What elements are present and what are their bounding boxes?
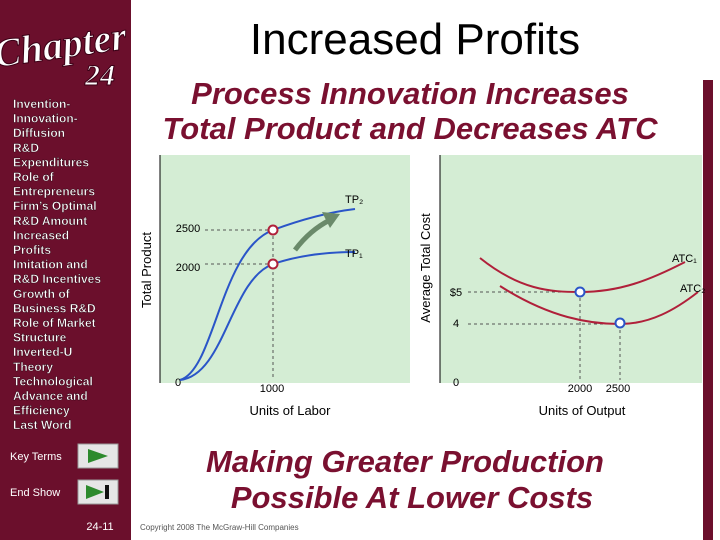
menu-item[interactable]: Firm’s Optimal — [13, 199, 97, 213]
plot-area — [440, 155, 702, 383]
menu-item[interactable]: Advance and — [13, 389, 88, 403]
menu-item[interactable]: R&D — [13, 141, 40, 155]
x-tick-label: 2500 — [606, 383, 630, 395]
menu-item[interactable]: Growth of — [13, 287, 71, 301]
y-axis-label: Average Total Cost — [418, 213, 433, 323]
curve-label: TP₂ — [345, 194, 363, 206]
page-number: 24-11 — [86, 521, 113, 533]
menu-item[interactable]: Entrepreneurs — [13, 184, 96, 199]
menu-item[interactable]: Diffusion — [13, 126, 65, 140]
title: Increased Profits — [250, 15, 580, 64]
y-tick-label: 0 — [175, 377, 181, 389]
x-tick-label: 2000 — [568, 383, 592, 395]
curve-label: ATC₂ — [680, 283, 705, 295]
menu-item[interactable]: Inverted-U — [13, 345, 73, 359]
y-tick-label: 2500 — [176, 223, 200, 235]
menu: Invention-Innovation-DiffusionR&DExpendi… — [13, 97, 102, 433]
point — [574, 286, 586, 298]
menu-item[interactable]: Role of — [13, 170, 55, 184]
end-icon — [86, 485, 104, 499]
plot-area — [160, 155, 410, 383]
caption: Possible At Lower Costs — [231, 480, 593, 515]
button-label[interactable]: Key Terms — [10, 451, 62, 463]
menu-item[interactable]: Expenditures — [13, 155, 90, 169]
menu-item[interactable]: Theory — [13, 360, 54, 374]
x-axis-label: Units of Labor — [250, 403, 332, 418]
subtitle: Total Product and Decreases ATC — [163, 111, 659, 146]
y-tick-label: 2000 — [176, 262, 200, 274]
menu-item[interactable]: Imitation and — [13, 257, 88, 272]
menu-item[interactable]: Efficiency — [13, 403, 70, 418]
menu-item[interactable]: Invention- — [13, 97, 71, 111]
curve-label: ATC₁ — [672, 253, 697, 265]
right-bar — [703, 80, 713, 540]
y-tick-label: 4 — [453, 318, 459, 330]
play-icon — [88, 449, 108, 463]
menu-item[interactable]: Increased — [13, 228, 69, 242]
menu-item[interactable]: Profits — [13, 243, 52, 257]
menu-item[interactable]: Role of Market — [13, 316, 96, 330]
y-tick-label: $5 — [450, 287, 462, 299]
menu-item[interactable]: Structure — [13, 330, 67, 345]
end-icon-bar — [105, 485, 109, 499]
logo-number: 24 — [84, 59, 115, 92]
subtitle: Process Innovation Increases — [191, 76, 629, 111]
copyright: Copyright 2008 The McGraw-Hill Companies — [140, 523, 299, 532]
tp1-curve — [179, 251, 356, 381]
curve-label: TP₁ — [345, 248, 363, 260]
menu-item[interactable]: Innovation- — [13, 111, 78, 126]
x-tick-label: 1000 — [260, 383, 284, 395]
menu-item[interactable]: Technological — [13, 374, 93, 388]
point — [267, 258, 279, 270]
arrow-head — [322, 212, 340, 228]
point — [267, 224, 279, 236]
caption: Making Greater Production — [206, 444, 604, 479]
x-axis-label: Units of Output — [539, 403, 626, 418]
menu-item[interactable]: Last Word — [13, 418, 72, 432]
y-axis-label: Total Product — [139, 232, 154, 308]
menu-item[interactable]: R&D Amount — [13, 214, 88, 228]
y-tick-label: 0 — [453, 377, 459, 389]
menu-item[interactable]: Business R&D — [13, 301, 96, 315]
menu-item[interactable]: R&D Incentives — [13, 272, 102, 286]
shift-arrow — [293, 217, 332, 252]
button-label[interactable]: End Show — [10, 487, 60, 499]
point — [614, 317, 626, 329]
